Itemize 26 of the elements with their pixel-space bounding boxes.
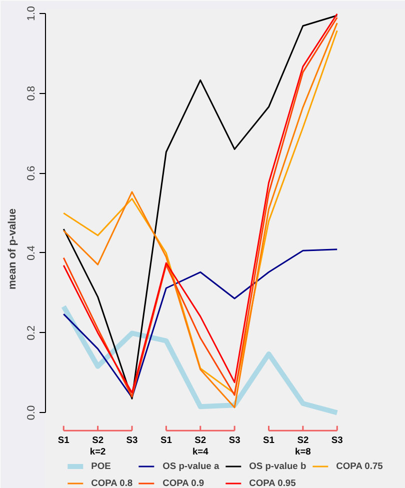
y-tick-label: 0.0 [26,405,38,420]
legend-label: COPA 0.8 [91,477,133,488]
x-tick-label: S3 [331,434,343,445]
x-tick-label: S3 [228,434,240,445]
x-tick-label: S1 [160,434,172,445]
x-tick-label: S2 [92,434,104,445]
y-tick-label: 0.4 [26,246,38,260]
legend-label: COPA 0.95 [249,477,296,488]
y-tick-label: 0.8 [26,86,38,101]
legend-label: POE [91,460,112,471]
legend-label: COPA 0.9 [162,477,204,488]
y-axis-title: mean of p-value [6,208,18,290]
text: k=2 [90,446,106,456]
x-tick-label: S1 [263,434,274,445]
y-tick-label: 0.2 [26,325,38,340]
y-tick-label: 0.6 [26,166,38,181]
x-tick-label: S1 [58,434,70,445]
x-tick-label: S2 [297,434,309,445]
legend-label: OS p-value b [249,460,306,471]
x-tick-label: S3 [126,434,138,445]
text: k=8 [295,446,311,456]
legend-label: COPA 0.75 [336,460,383,471]
text: k=4 [192,446,210,456]
x-tick-label: S2 [194,434,206,445]
y-tick-label: 1.0 [26,6,38,21]
legend-label: OS p-value a [162,460,220,471]
